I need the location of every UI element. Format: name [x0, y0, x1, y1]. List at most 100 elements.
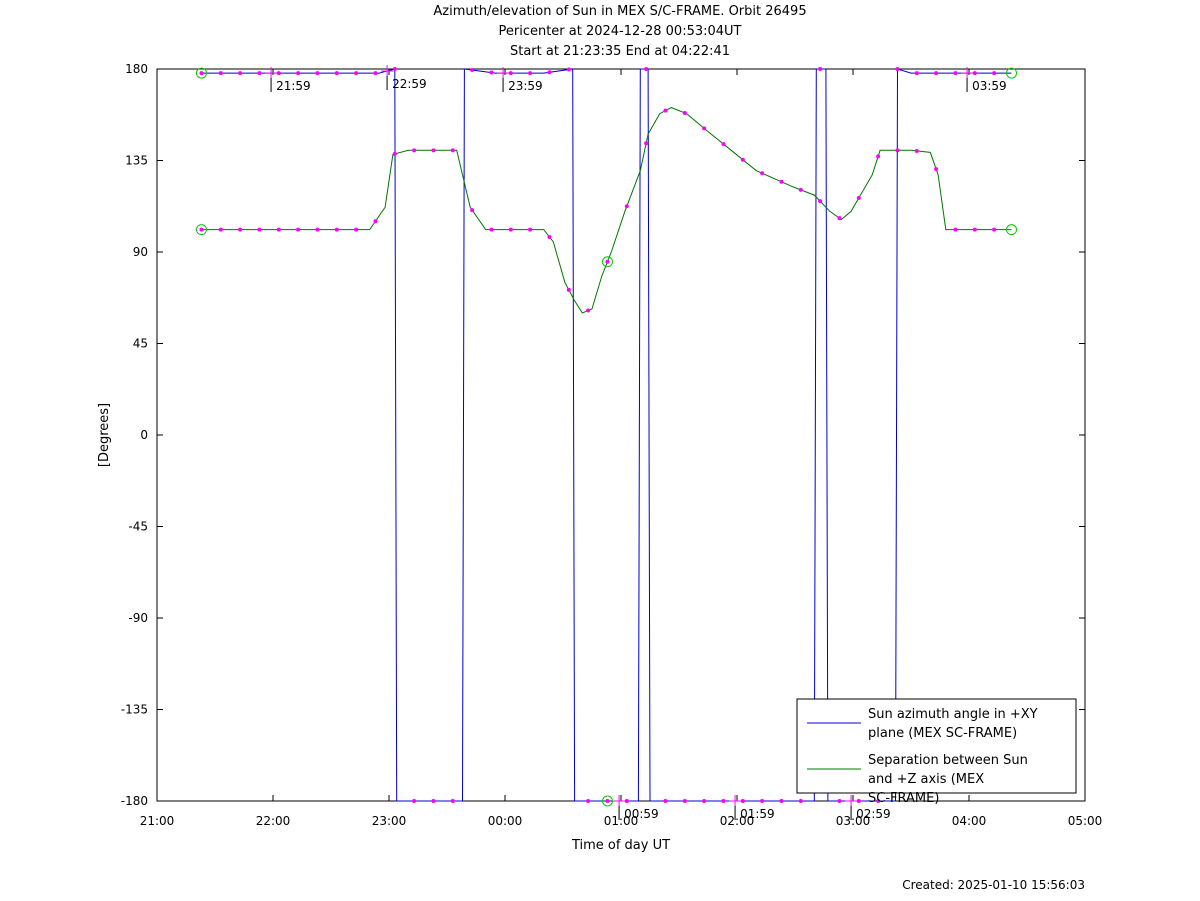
data-point-azimuth	[876, 799, 881, 803]
data-point-separation	[624, 204, 629, 209]
data-point-separation	[837, 216, 842, 221]
data-point-separation	[702, 126, 707, 131]
data-point-separation	[489, 227, 494, 232]
data-point-azimuth	[644, 67, 649, 71]
data-point-separation	[276, 227, 281, 232]
data-point-azimuth	[624, 799, 629, 803]
data-point-separation	[914, 148, 919, 153]
data-point-azimuth	[914, 71, 919, 76]
data-point-separation	[682, 110, 687, 115]
x-tick-label: 23:00	[372, 814, 407, 828]
data-point-azimuth	[953, 71, 958, 76]
data-point-azimuth	[566, 67, 571, 72]
data-point-separation	[663, 108, 668, 113]
y-tick-label: 0	[140, 428, 148, 442]
chart-title-line1: Azimuth/elevation of Sun in MEX S/C-FRAM…	[433, 4, 807, 19]
chart-title-line3: Start at 21:23:35 End at 04:22:41	[509, 44, 731, 59]
data-point-separation	[450, 148, 455, 153]
y-tick-label: -180	[121, 794, 148, 808]
data-point-azimuth	[605, 799, 610, 803]
data-point-azimuth	[934, 71, 939, 76]
y-axis-label: [Degrees]	[97, 403, 112, 467]
data-point-separation	[257, 227, 262, 232]
data-point-azimuth	[257, 71, 262, 76]
data-point-azimuth	[276, 71, 281, 76]
data-point-separation	[547, 234, 552, 239]
data-point-azimuth	[682, 799, 687, 803]
data-point-azimuth	[450, 799, 455, 803]
y-tick-label: 45	[133, 337, 148, 351]
data-point-separation	[934, 167, 939, 172]
legend-label: plane (MEX SC-FRAME)	[868, 726, 1017, 741]
data-point-separation	[605, 259, 610, 264]
data-point-separation	[566, 287, 571, 292]
x-tick-label: 05:00	[1068, 814, 1103, 828]
data-point-separation	[334, 227, 339, 232]
data-point-separation	[856, 196, 861, 201]
data-point-azimuth	[992, 71, 997, 76]
legend-label: Sun azimuth angle in +XY	[868, 707, 1038, 722]
hour-marker-label: 00:59	[624, 807, 659, 821]
y-tick-label: -90	[128, 611, 148, 625]
data-point-separation	[528, 227, 533, 232]
data-point-azimuth	[315, 71, 320, 76]
hour-marker-label: 01:59	[740, 807, 775, 821]
data-point-separation	[779, 179, 784, 184]
data-point-separation	[296, 227, 301, 232]
data-point-separation	[972, 227, 977, 232]
data-point-azimuth	[837, 799, 842, 803]
series-line-azimuth	[201, 68, 1012, 802]
data-point-separation	[373, 219, 378, 224]
legend-box	[796, 698, 1077, 794]
y-tick-label: -135	[121, 703, 148, 717]
data-point-azimuth	[354, 71, 359, 76]
data-point-azimuth	[392, 67, 397, 71]
data-point-separation	[586, 308, 591, 313]
legend-label: SC-FRAME)	[868, 791, 939, 806]
data-point-separation	[315, 227, 320, 232]
y-tick-label: 135	[125, 154, 148, 168]
data-point-separation	[992, 227, 997, 232]
data-point-azimuth	[856, 799, 861, 803]
data-point-azimuth	[586, 799, 591, 803]
legend-label: Separation between Sun	[868, 753, 1028, 768]
legend-label: and +Z axis (MEX	[868, 772, 984, 787]
x-tick-label: 03:00	[836, 814, 871, 828]
data-point-separation	[798, 187, 803, 192]
x-tick-label: 22:00	[256, 814, 291, 828]
data-point-separation	[953, 227, 958, 232]
chart-title-line2: Pericenter at 2024-12-28 00:53:04UT	[498, 24, 742, 39]
data-point-separation	[508, 227, 513, 232]
series-line-separation	[201, 107, 1012, 314]
data-point-azimuth	[238, 71, 243, 76]
data-point-separation	[721, 142, 726, 147]
data-point-azimuth	[547, 70, 552, 75]
y-tick-label: 90	[133, 245, 148, 259]
data-point-azimuth	[470, 68, 475, 73]
event-circle-marker	[1006, 224, 1018, 236]
data-point-separation	[218, 227, 223, 232]
created-timestamp: Created: 2025-01-10 15:56:03	[902, 878, 1085, 892]
event-circle-marker	[601, 795, 613, 807]
data-point-separation	[238, 227, 243, 232]
data-point-separation	[818, 199, 823, 204]
hour-marker-label: 23:59	[508, 79, 543, 93]
event-circle-marker	[195, 224, 207, 236]
hour-marker-label: 03:59	[972, 79, 1007, 93]
data-point-azimuth	[528, 71, 533, 76]
data-point-separation	[644, 141, 649, 146]
data-point-azimuth	[798, 799, 803, 803]
plot-frame	[156, 68, 1086, 802]
data-point-separation	[199, 227, 204, 232]
x-tick-label: 00:00	[488, 814, 523, 828]
x-tick-label: 02:00	[720, 814, 755, 828]
data-point-separation	[354, 227, 359, 232]
y-tick-label: 180	[125, 62, 148, 76]
data-point-azimuth	[296, 71, 301, 76]
data-point-separation	[760, 171, 765, 176]
event-circle-marker	[1006, 67, 1018, 79]
y-tick-label: -45	[128, 520, 148, 534]
data-point-separation	[431, 148, 436, 153]
data-point-azimuth	[760, 799, 765, 803]
